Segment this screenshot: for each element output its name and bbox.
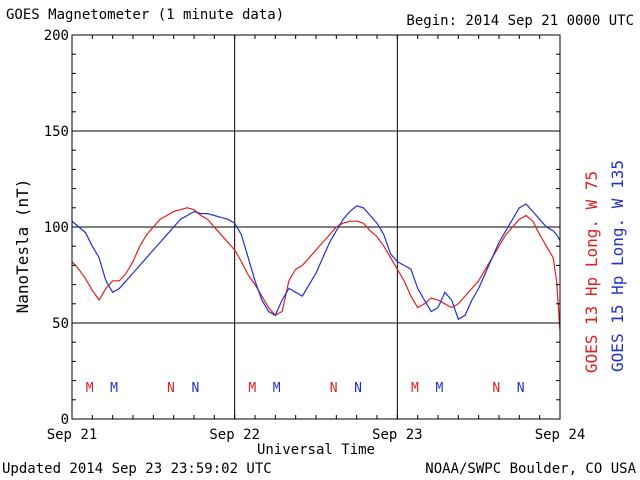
marker-n: N [492,381,500,396]
axes: 0 50 100 150 200 Sep 21 Sep 22 Sep 23 Sep 24 [44,28,586,443]
series-line-goes13 [72,207,560,331]
updated-time: Updated 2014 Sep 23 23:59:02 UTC [2,461,272,477]
x-tick-label: Sep 21 [47,427,98,443]
marker-n: N [517,381,525,396]
y-tick-label: 100 [44,220,69,236]
y-tick-label: 50 [52,316,69,332]
grid [72,35,560,419]
series-lines [72,203,560,331]
marker-n: N [330,381,338,396]
series-line-goes15 [72,203,560,321]
y-tick-label: 0 [61,412,69,428]
legend-goes13: GOES 13 Hp Long. W 75 [582,171,601,373]
y-axis-label: NanoTesla (nT) [13,179,32,314]
marker-m: M [110,381,118,396]
x-tick-label: Sep 24 [535,427,586,443]
x-tick-label: Sep 23 [372,427,423,443]
begin-time: Begin: 2014 Sep 21 0000 UTC [406,13,634,29]
marker-m: M [273,381,281,396]
legend-goes15: GOES 15 Hp Long. W 135 [608,160,627,372]
y-tick-label: 150 [44,124,69,140]
marker-n: N [167,381,175,396]
marker-n: N [354,381,362,396]
marker-m: M [435,381,443,396]
x-tick-label: Sep 22 [209,427,260,443]
x-axis-label: Universal Time [257,442,375,458]
marker-m: M [411,381,419,396]
marker-m: M [248,381,256,396]
chart-title: GOES Magnetometer (1 minute data) [6,7,285,23]
marker-m: M [86,381,94,396]
credit: NOAA/SWPC Boulder, CO USA [425,461,636,477]
marker-n: N [191,381,199,396]
y-tick-label: 200 [44,28,69,44]
